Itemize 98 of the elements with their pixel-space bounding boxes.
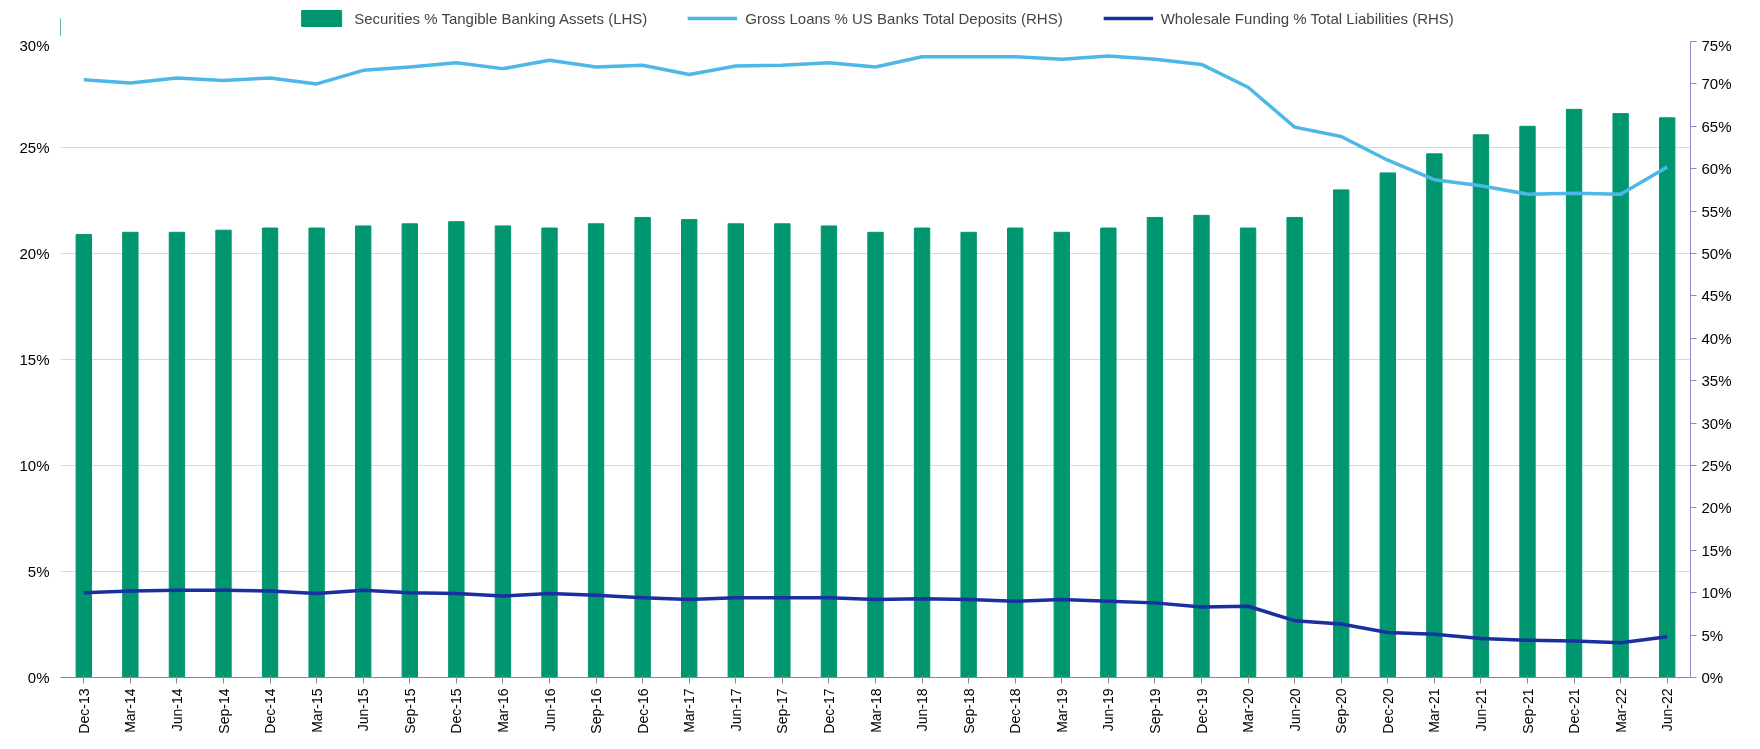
bar bbox=[261, 227, 279, 678]
bar bbox=[1053, 231, 1070, 678]
x-tick-label: Sep-20 bbox=[1333, 688, 1350, 734]
line-series bbox=[82, 588, 1669, 645]
bar bbox=[774, 223, 791, 678]
x-tick-label: Sep-19 bbox=[1146, 688, 1163, 734]
x-tick-label: Sep-17 bbox=[774, 688, 791, 734]
y2-tick-label: 40% bbox=[1701, 329, 1732, 347]
x-tick-label: Sep-18 bbox=[960, 688, 977, 734]
x-tick-label: Sep-15 bbox=[401, 688, 418, 734]
bar bbox=[960, 231, 977, 678]
bar bbox=[1519, 125, 1536, 678]
x-tick-label: Jun-14 bbox=[168, 688, 185, 732]
x-tick-label: Dec-13 bbox=[75, 688, 92, 734]
bar bbox=[1472, 134, 1490, 678]
bar bbox=[1007, 227, 1024, 678]
bar bbox=[1659, 117, 1676, 678]
bar bbox=[122, 231, 139, 678]
bar bbox=[308, 227, 325, 678]
y2-tick-label: 75% bbox=[1701, 36, 1732, 54]
x-tick-label: Dec-15 bbox=[448, 688, 465, 734]
x-tick-label: Sep-21 bbox=[1519, 688, 1536, 734]
line-series bbox=[82, 54, 1669, 196]
bar bbox=[681, 219, 698, 678]
x-tick-label: Mar-21 bbox=[1426, 688, 1443, 733]
y2-tick-label: 70% bbox=[1701, 75, 1732, 93]
y2-tick-label: 35% bbox=[1701, 372, 1732, 390]
y-tick-label: 15% bbox=[19, 351, 50, 368]
y-tick-label: 5% bbox=[27, 563, 50, 580]
bar bbox=[1239, 227, 1257, 678]
y-tick-label: 30% bbox=[19, 36, 50, 54]
x-tick-label: Jun-19 bbox=[1100, 688, 1117, 732]
x-tick-label: Dec-18 bbox=[1007, 688, 1024, 734]
bar bbox=[168, 231, 186, 678]
bar bbox=[448, 221, 465, 678]
bar bbox=[1565, 108, 1583, 678]
legend-label: Gross Loans % US Banks Total Deposits (RHS) bbox=[745, 9, 1063, 27]
x-tick-label: Dec-21 bbox=[1566, 688, 1583, 734]
bar bbox=[1612, 113, 1629, 678]
x-tick-label: Sep-16 bbox=[588, 688, 605, 734]
bar bbox=[867, 231, 884, 678]
bar bbox=[1100, 227, 1117, 678]
bar bbox=[1286, 216, 1303, 678]
y2-tick-label: 10% bbox=[1701, 584, 1732, 602]
y-tick-label: 20% bbox=[19, 245, 50, 262]
y2-tick-label: 45% bbox=[1701, 287, 1732, 305]
y2-tick-label: 20% bbox=[1701, 499, 1732, 517]
y2-tick-label: 60% bbox=[1701, 160, 1732, 178]
bar bbox=[727, 223, 744, 678]
bar bbox=[1193, 214, 1210, 678]
y2-tick-label: 15% bbox=[1701, 541, 1732, 559]
x-tick-label: Dec-17 bbox=[820, 688, 837, 734]
x-tick-label: Jun-21 bbox=[1472, 688, 1489, 732]
x-tick-label: Mar-15 bbox=[308, 688, 325, 733]
x-tick-label: Dec-20 bbox=[1379, 688, 1396, 734]
x-tick-label: Mar-16 bbox=[494, 688, 511, 733]
legend-label: Securities % Tangible Banking Assets (LHS) bbox=[354, 9, 648, 27]
legend-label: Wholesale Funding % Total Liabilities (RHS) bbox=[1160, 9, 1454, 27]
x-tick-label: Dec-19 bbox=[1193, 688, 1210, 734]
x-tick-label: Dec-14 bbox=[262, 688, 279, 734]
y-tick-label: 25% bbox=[19, 139, 50, 156]
x-tick-label: Mar-22 bbox=[1612, 688, 1629, 733]
bar bbox=[1426, 153, 1443, 678]
y2-tick-label: 65% bbox=[1701, 117, 1732, 135]
x-tick-label: Jun-22 bbox=[1659, 688, 1676, 732]
y-tick-label: 10% bbox=[19, 457, 50, 474]
x-tick-label: Mar-20 bbox=[1240, 688, 1257, 733]
bar bbox=[494, 225, 512, 678]
y2-tick-label: 25% bbox=[1701, 457, 1732, 474]
bar bbox=[587, 223, 605, 678]
x-tick-label: Mar-14 bbox=[122, 688, 139, 733]
bar bbox=[1379, 172, 1396, 678]
y-tick-label: 0% bbox=[27, 669, 50, 686]
y2-tick-label: 0% bbox=[1701, 669, 1724, 686]
bar bbox=[215, 229, 232, 678]
x-tick-label: Sep-14 bbox=[215, 688, 232, 734]
bar bbox=[355, 225, 372, 678]
bar bbox=[1333, 189, 1350, 678]
x-tick-label: Jun-15 bbox=[355, 688, 372, 732]
x-tick-label: Jun-20 bbox=[1286, 688, 1303, 732]
bar bbox=[820, 225, 838, 678]
y2-tick-label: 5% bbox=[1701, 626, 1724, 644]
x-tick-label: Jun-18 bbox=[914, 688, 931, 732]
x-tick-label: Mar-19 bbox=[1053, 688, 1070, 733]
y2-tick-label: 55% bbox=[1701, 202, 1732, 220]
x-tick-label: Mar-17 bbox=[681, 688, 698, 733]
x-tick-label: Jun-17 bbox=[727, 688, 744, 732]
bar bbox=[913, 227, 931, 678]
x-tick-label: Jun-16 bbox=[541, 688, 558, 732]
x-tick-label: Dec-16 bbox=[634, 688, 651, 734]
bar bbox=[401, 223, 418, 678]
bar bbox=[1146, 216, 1164, 678]
bar bbox=[541, 227, 558, 678]
bar bbox=[75, 233, 92, 678]
bar bbox=[634, 216, 651, 678]
y2-tick-label: 30% bbox=[1701, 414, 1732, 432]
x-tick-label: Mar-18 bbox=[867, 688, 884, 733]
y2-tick-label: 50% bbox=[1701, 245, 1732, 262]
